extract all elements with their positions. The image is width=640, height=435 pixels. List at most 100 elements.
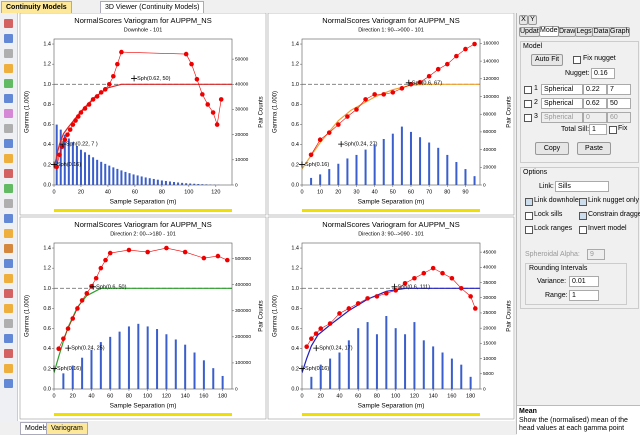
y-tick-label: 1.0 xyxy=(291,82,299,88)
y-tick-label: 0.4 xyxy=(291,142,299,148)
dropdown[interactable]: Spherical xyxy=(541,84,583,95)
input[interactable]: 7 xyxy=(607,84,631,95)
checkbox[interactable] xyxy=(579,226,587,234)
pair-count-bar xyxy=(62,373,64,389)
x-tick-label: 120 xyxy=(410,393,419,399)
tool-icon[interactable] xyxy=(4,214,13,223)
tool-icon[interactable] xyxy=(4,139,13,148)
pair-count-bar xyxy=(310,178,312,185)
input[interactable]: 1 xyxy=(589,124,607,135)
tab[interactable]: Graph xyxy=(609,27,630,37)
y2-tick-label: 45000 xyxy=(483,249,497,255)
tool-icon[interactable] xyxy=(4,244,13,253)
tool-icon[interactable] xyxy=(4,64,13,73)
gamma-point xyxy=(70,316,75,321)
pair-count-bar xyxy=(81,358,83,389)
x-axis-label: Sample Separation (m) xyxy=(358,199,425,206)
input[interactable]: 0.22 xyxy=(583,84,607,95)
tab[interactable]: X xyxy=(519,15,528,25)
gamma-point xyxy=(356,301,361,306)
pair-count-bar xyxy=(153,179,155,185)
input: 9 xyxy=(587,249,605,260)
chart-subtitle: Direction 1: 90-->000 - 101 xyxy=(358,27,424,33)
tab[interactable]: Update xyxy=(519,27,540,37)
pair-count-bar xyxy=(120,170,122,185)
tool-icon[interactable] xyxy=(4,49,13,58)
tool-icon[interactable] xyxy=(4,379,13,388)
tab[interactable]: Legs xyxy=(575,27,593,37)
gamma-point xyxy=(309,152,314,157)
group-title: Rounding Intervals xyxy=(529,265,587,272)
button[interactable]: Auto Fit xyxy=(531,54,563,66)
pair-count-bar xyxy=(129,173,131,185)
tab[interactable]: Variogram xyxy=(46,422,88,435)
dropdown[interactable]: Spherical xyxy=(541,98,583,109)
tool-icon[interactable] xyxy=(4,94,13,103)
group-title: Model xyxy=(523,43,542,50)
checkbox[interactable] xyxy=(579,198,587,206)
pair-count-bar xyxy=(100,162,102,185)
tool-icon[interactable] xyxy=(4,304,13,313)
tool-icon[interactable] xyxy=(4,274,13,283)
tab[interactable]: Data xyxy=(592,27,610,37)
y2-axis-label: Pair Counts xyxy=(507,300,513,331)
checkbox[interactable] xyxy=(524,114,532,122)
y2-tick-label: 30000 xyxy=(483,295,497,301)
input[interactable]: 1 xyxy=(569,290,599,301)
tab[interactable]: Draw xyxy=(558,27,576,37)
y2-tick-label: 300000 xyxy=(235,308,251,314)
gamma-point xyxy=(363,97,368,102)
checkbox[interactable] xyxy=(579,212,587,220)
tool-icon[interactable] xyxy=(4,349,13,358)
pair-count-bar xyxy=(173,182,175,185)
pair-count-bar xyxy=(464,169,466,185)
dropdown[interactable]: Sills xyxy=(555,181,609,192)
tool-icon[interactable] xyxy=(4,19,13,28)
y-tick-label: 0.8 xyxy=(43,306,51,312)
checkbox[interactable] xyxy=(525,212,533,220)
pair-count-bar xyxy=(365,150,367,185)
tool-icon[interactable] xyxy=(4,154,13,163)
tool-icon[interactable] xyxy=(4,289,13,298)
x-tick-label: 100 xyxy=(391,393,400,399)
tool-icon[interactable] xyxy=(4,259,13,268)
y-axis-label: Gamma (1.000) xyxy=(273,295,279,337)
button[interactable]: Paste xyxy=(577,142,611,155)
input[interactable]: 0.01 xyxy=(569,276,599,287)
checkbox[interactable] xyxy=(573,56,581,64)
tool-icon[interactable] xyxy=(4,184,13,193)
tool-icon[interactable] xyxy=(4,229,13,238)
x-tick-label: 80 xyxy=(126,393,132,399)
y-tick-label: 1.2 xyxy=(291,62,299,68)
y2-tick-label: 80000 xyxy=(483,111,497,117)
checkbox[interactable] xyxy=(609,126,617,134)
checkbox[interactable] xyxy=(524,86,532,94)
tool-icon[interactable] xyxy=(4,364,13,373)
tool-icon[interactable] xyxy=(4,199,13,208)
tool-icon[interactable] xyxy=(4,319,13,328)
side-panel: X Y Update Model Draw Legs Data Graph Mo… xyxy=(516,13,640,434)
checkbox[interactable] xyxy=(525,198,533,206)
x-tick-label: 140 xyxy=(429,393,438,399)
checkbox[interactable] xyxy=(524,100,532,108)
tool-icon[interactable] xyxy=(4,169,13,178)
tool-icon[interactable] xyxy=(4,109,13,118)
x-tick-label: 20 xyxy=(335,189,341,195)
button[interactable]: Copy xyxy=(535,142,569,155)
tool-icon[interactable] xyxy=(4,79,13,88)
model-label: Sph(0.22, 7 ) xyxy=(66,142,98,148)
tab[interactable]: Model xyxy=(539,26,559,37)
toolbar xyxy=(0,13,18,421)
input[interactable]: 0.62 xyxy=(583,98,607,109)
pair-count-bar xyxy=(355,155,357,185)
chart-subtitle: Direction 2: 00-->180 - 101 xyxy=(110,231,176,237)
input[interactable]: 0.16 xyxy=(591,68,615,79)
input[interactable]: 50 xyxy=(607,98,631,109)
checkbox[interactable] xyxy=(525,226,533,234)
tool-icon[interactable] xyxy=(4,334,13,343)
x-tick-label: 60 xyxy=(132,189,138,195)
tool-icon[interactable] xyxy=(4,34,13,43)
tool-icon[interactable] xyxy=(4,124,13,133)
tab[interactable]: Y xyxy=(528,15,537,25)
